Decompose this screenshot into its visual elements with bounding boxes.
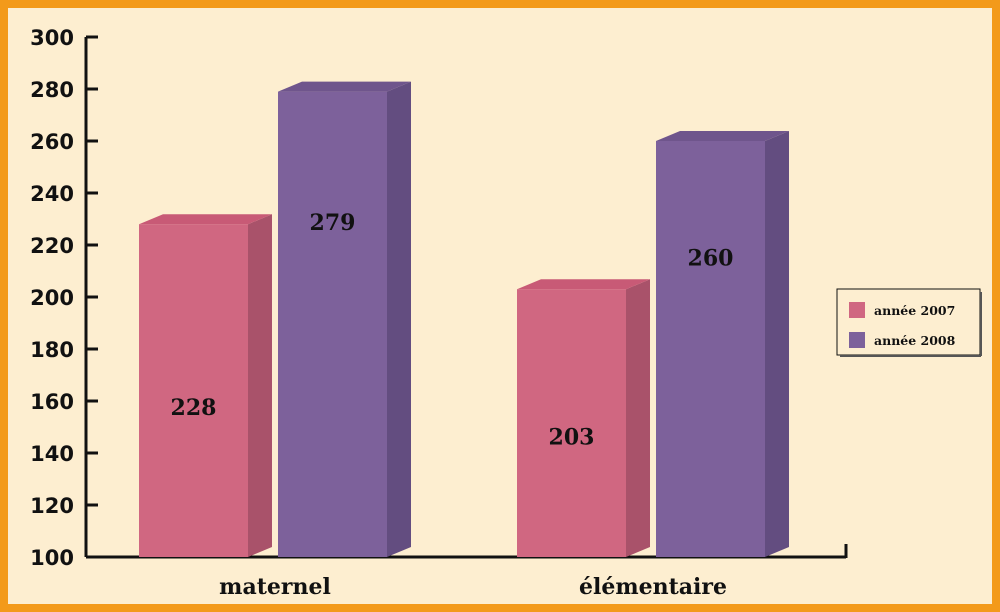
bar-side (626, 279, 650, 557)
x-category-label: élémentaire (579, 574, 727, 600)
bar-side (248, 214, 272, 557)
y-tick-label: 160 (30, 390, 74, 414)
data-labels: 228 279 203 260 (171, 210, 734, 451)
data-label: 260 (688, 245, 734, 271)
bar-top (656, 131, 789, 141)
legend-label: année 2007 (874, 303, 955, 318)
bars (139, 81, 789, 557)
bar (139, 224, 248, 557)
bar-top (517, 279, 650, 290)
bar-side (765, 131, 789, 557)
chart-frame: 100 120 140 160 180 200 220 240 260 280 300 materne… (8, 8, 992, 604)
legend-swatch (849, 332, 865, 348)
x-category-label: maternel (219, 574, 331, 600)
y-tick-label: 180 (30, 338, 74, 362)
y-tick-label: 260 (30, 130, 74, 154)
y-tick-label: 220 (30, 234, 74, 258)
bar-top (139, 214, 272, 225)
y-tick-label: 100 (30, 546, 74, 570)
y-tick-label: 140 (30, 442, 74, 466)
axes: 100 120 140 160 180 200 220 240 260 280 300 materne… (30, 26, 848, 600)
y-tick-label: 200 (30, 286, 74, 310)
legend-swatch (849, 302, 865, 318)
y-tick-label: 120 (30, 494, 74, 518)
data-label: 203 (549, 424, 595, 450)
legend: année 2007 année 2008 (836, 288, 982, 357)
bar-chart: 100 120 140 160 180 200 220 240 260 280 300 materne… (30, 26, 982, 600)
bar (656, 141, 765, 557)
bar-top (278, 81, 411, 92)
data-label: 279 (310, 210, 356, 236)
y-tick-label: 280 (30, 78, 74, 102)
y-tick-label: 240 (30, 182, 74, 206)
y-tick-label: 300 (30, 26, 74, 50)
bar (278, 91, 387, 557)
bar-side (387, 81, 411, 557)
bar (517, 289, 626, 557)
legend-label: année 2008 (874, 333, 956, 348)
data-label: 228 (171, 395, 217, 421)
